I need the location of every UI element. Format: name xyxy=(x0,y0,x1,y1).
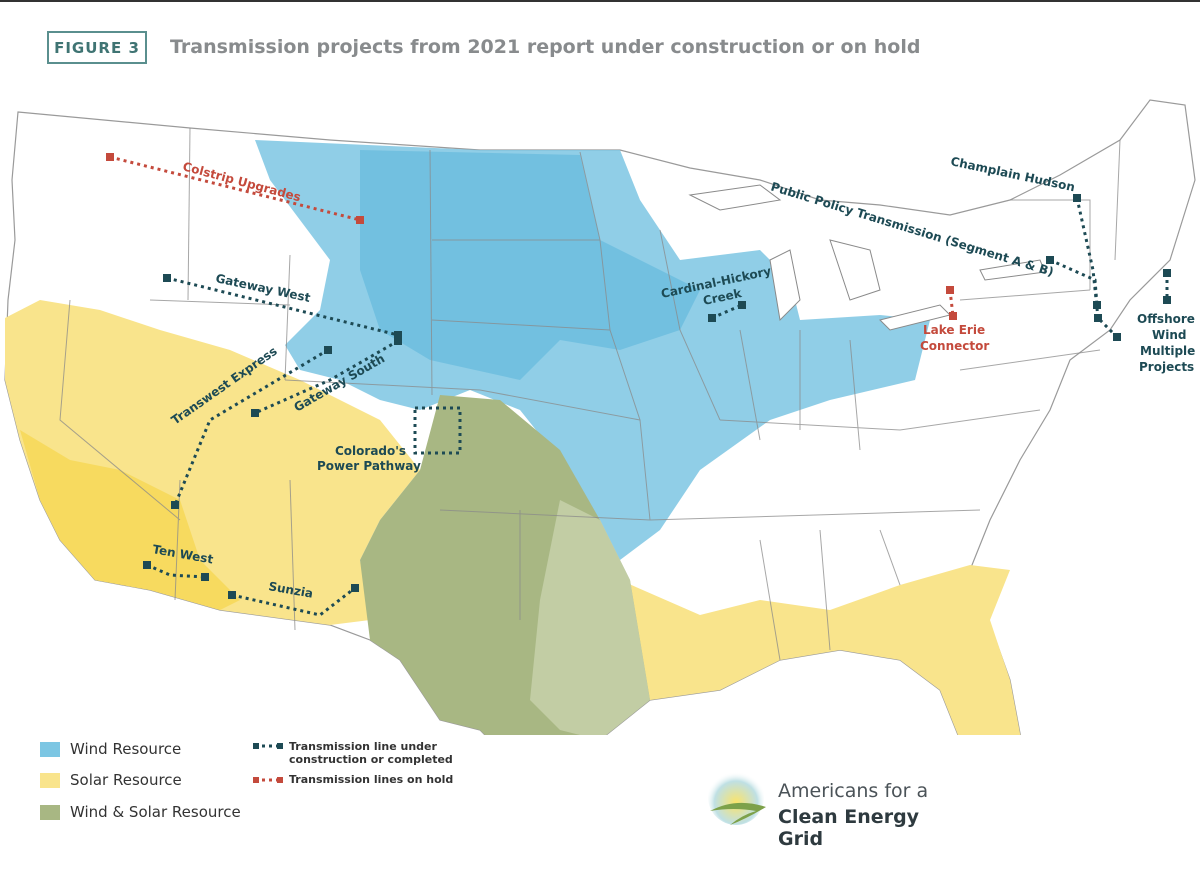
label-offshore-3: Multiple xyxy=(1140,344,1195,358)
offshore-line xyxy=(1098,273,1169,339)
legend-hold-line: Transmission lines on hold xyxy=(253,773,453,786)
label-offshore-4: Projects xyxy=(1139,360,1194,374)
acceg-logo: Americans for a Clean Energy Grid xyxy=(706,765,966,850)
gateway-south-line xyxy=(254,339,399,415)
legend-active-line: Transmission line under construction or … xyxy=(253,740,453,766)
wind-solar-swatch xyxy=(40,804,60,820)
hold-endpoints xyxy=(106,153,957,320)
sunzia-line xyxy=(231,586,356,617)
legend-wind: Wind Resource xyxy=(40,740,181,758)
great-lakes xyxy=(688,184,1046,331)
figure-title: Transmission projects from 2021 report u… xyxy=(170,36,921,58)
ten-west-line xyxy=(146,563,206,579)
label-colorado-1: Colorado's xyxy=(335,444,406,458)
cardinal-hickory-line xyxy=(711,303,743,320)
lake-erie-line xyxy=(948,289,955,317)
legend-wind-label: Wind Resource xyxy=(70,740,182,758)
lines-on-hold xyxy=(109,155,955,317)
wind-resource-core xyxy=(360,150,700,380)
colorado-power-pathway-box xyxy=(413,406,462,455)
hold-line-key-icon xyxy=(253,776,283,783)
legend-hold-label: Transmission lines on hold xyxy=(289,773,454,786)
figure-badge: FIGURE 3 xyxy=(47,31,147,64)
colstrip-line xyxy=(109,155,361,222)
legend-wind-solar-label: Wind & Solar Resource xyxy=(70,803,241,821)
transwest-line xyxy=(173,348,329,506)
public-policy-line xyxy=(1049,258,1099,306)
top-rule xyxy=(0,0,1200,2)
sun-logo-icon xyxy=(708,769,766,825)
active-endpoints xyxy=(143,194,1171,599)
wind-solar-light-overlay xyxy=(530,500,650,735)
label-lake-erie-1: Lake Erie xyxy=(923,323,985,337)
us-map: Colstrip Upgrades Gateway West Transwest… xyxy=(4,99,1196,735)
solar-resource-core xyxy=(20,430,240,610)
legend-active-label-2: construction or completed xyxy=(289,753,453,766)
active-line-key-icon xyxy=(253,743,283,749)
label-lake-erie-2: Connector xyxy=(920,339,989,353)
gateway-west-line xyxy=(166,276,399,337)
label-offshore-1: Offshore xyxy=(1137,312,1195,326)
legend-active-label-1: Transmission line under xyxy=(289,740,437,753)
wind-swatch xyxy=(40,741,60,757)
solar-swatch xyxy=(40,772,60,788)
state-borders xyxy=(59,127,1121,661)
legend-wind-solar: Wind & Solar Resource xyxy=(40,803,241,821)
label-colorado-2: Power Pathway xyxy=(317,459,421,473)
logo-line-1: Americans for a xyxy=(778,780,929,802)
logo-line-2: Clean Energy Grid xyxy=(778,806,920,850)
legend-solar-label: Solar Resource xyxy=(70,771,182,789)
label-champlain: Champlain Hudson xyxy=(949,154,1076,194)
label-offshore-2: Wind xyxy=(1152,328,1186,342)
solar-resource-southeast xyxy=(620,565,1021,735)
legend-solar: Solar Resource xyxy=(40,771,182,789)
